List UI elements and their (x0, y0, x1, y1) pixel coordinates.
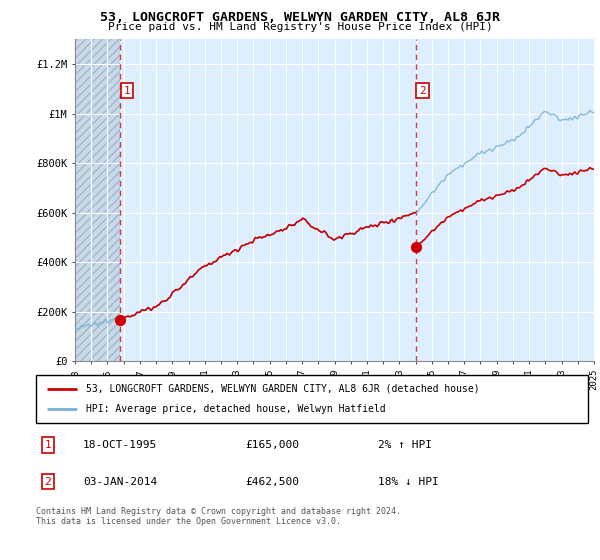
FancyBboxPatch shape (36, 375, 588, 423)
Text: £462,500: £462,500 (246, 477, 300, 487)
Text: 53, LONGCROFT GARDENS, WELWYN GARDEN CITY, AL8 6JR: 53, LONGCROFT GARDENS, WELWYN GARDEN CIT… (100, 11, 500, 24)
Text: Price paid vs. HM Land Registry's House Price Index (HPI): Price paid vs. HM Land Registry's House … (107, 22, 493, 32)
Text: 1: 1 (44, 440, 51, 450)
Point (411, 242, 421, 251)
Text: 03-JAN-2014: 03-JAN-2014 (83, 477, 157, 487)
Text: 53, LONGCROFT GARDENS, WELWYN GARDEN CITY, AL8 6JR (detached house): 53, LONGCROFT GARDENS, WELWYN GARDEN CIT… (86, 384, 479, 394)
Text: £165,000: £165,000 (246, 440, 300, 450)
Text: 18-OCT-1995: 18-OCT-1995 (83, 440, 157, 450)
Text: 18% ↓ HPI: 18% ↓ HPI (378, 477, 439, 487)
Text: Contains HM Land Registry data © Crown copyright and database right 2024.
This d: Contains HM Land Registry data © Crown c… (36, 507, 401, 526)
Text: 1: 1 (124, 86, 130, 96)
Point (116, 316, 125, 325)
Text: HPI: Average price, detached house, Welwyn Hatfield: HPI: Average price, detached house, Welw… (86, 404, 385, 414)
Text: 2: 2 (44, 477, 51, 487)
Bar (75, 39, 121, 361)
Text: 2: 2 (419, 86, 426, 96)
Text: 2% ↑ HPI: 2% ↑ HPI (378, 440, 432, 450)
